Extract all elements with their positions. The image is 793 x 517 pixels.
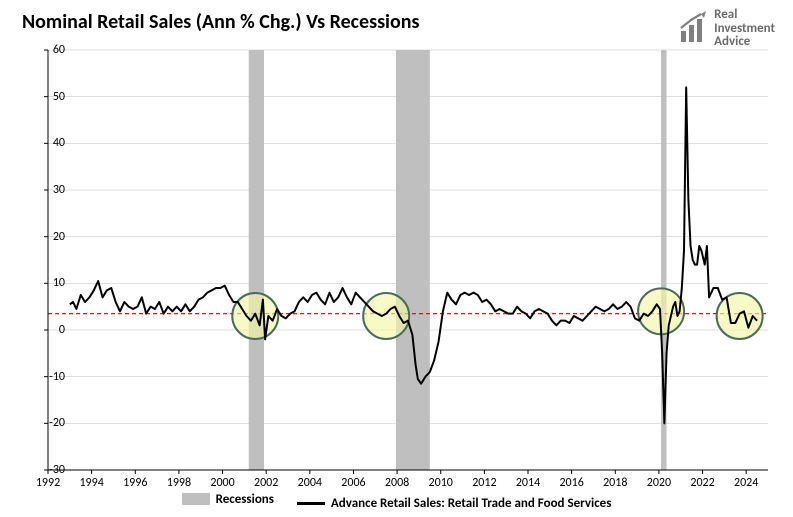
legend-label-recessions: Recessions: [216, 492, 274, 507]
x-tick-label: 1996: [123, 476, 147, 490]
x-tick-label: 2006: [341, 476, 365, 490]
x-tick-label: 2004: [298, 476, 322, 490]
y-tick-label: 50: [25, 90, 65, 104]
y-tick-label: 10: [25, 276, 65, 290]
x-tick-label: 2008: [385, 476, 409, 490]
y-tick-label: -20: [25, 416, 65, 430]
y-tick-label: 0: [25, 323, 65, 337]
y-tick-label: 20: [25, 230, 65, 244]
x-tick-label: 2016: [559, 476, 583, 490]
legend: Recessions Advance Retail Sales: Retail …: [0, 492, 793, 512]
logo-line-1: Real: [714, 8, 775, 22]
x-tick-label: 2024: [734, 476, 758, 490]
y-tick-label: 30: [25, 183, 65, 197]
chart-title: Nominal Retail Sales (Ann % Chg.) Vs Rec…: [22, 10, 419, 34]
legend-item-recessions: Recessions: [182, 492, 274, 507]
x-tick-label: 2014: [516, 476, 540, 490]
x-tick-label: 2000: [210, 476, 234, 490]
y-tick-label: 60: [25, 43, 65, 57]
logo-icon: [678, 11, 708, 45]
chart-plot: [48, 50, 768, 470]
legend-label-series: Advance Retail Sales: Retail Trade and F…: [331, 496, 611, 511]
y-tick-label: -10: [25, 370, 65, 384]
x-tick-label: 2022: [690, 476, 714, 490]
x-tick-label: 2020: [647, 476, 671, 490]
logo-text: Real Investment Advice: [714, 8, 775, 49]
legend-item-series: Advance Retail Sales: Retail Trade and F…: [297, 496, 611, 511]
y-tick-label: 40: [25, 136, 65, 150]
x-tick-label: 2012: [472, 476, 496, 490]
legend-swatch-recessions: [182, 493, 210, 505]
x-tick-label: 2002: [254, 476, 278, 490]
chart-container: Nominal Retail Sales (Ann % Chg.) Vs Rec…: [0, 0, 793, 517]
x-tick-label: 1992: [36, 476, 60, 490]
x-tick-label: 2010: [429, 476, 453, 490]
y-tick-label: -30: [25, 463, 65, 477]
x-tick-label: 1994: [79, 476, 103, 490]
x-tick-label: 2018: [603, 476, 627, 490]
x-tick-label: 1998: [167, 476, 191, 490]
logo-line-3: Advice: [714, 35, 775, 49]
legend-swatch-series: [297, 502, 325, 505]
brand-logo: Real Investment Advice: [678, 8, 775, 49]
logo-line-2: Investment: [714, 22, 775, 36]
